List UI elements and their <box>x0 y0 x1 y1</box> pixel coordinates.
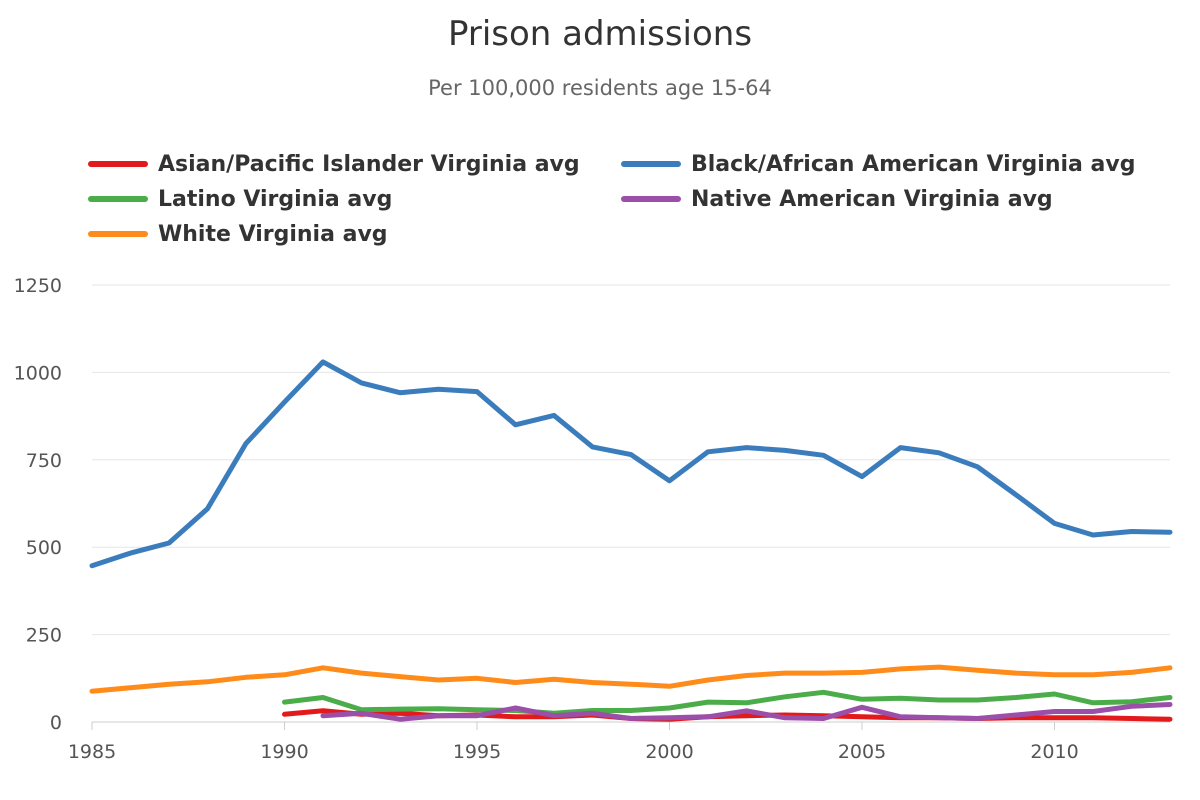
chart-subtitle: Per 100,000 residents age 15-64 <box>428 76 772 100</box>
y-tick-label: 250 <box>26 625 62 647</box>
legend-label: Black/African American Virginia avg <box>691 151 1136 177</box>
chart-title: Prison admissions <box>447 14 753 54</box>
series-line-1[interactable] <box>89 359 1173 569</box>
y-tick-label: 500 <box>26 537 62 559</box>
legend-label: White Virginia avg <box>158 221 388 247</box>
legend-item-native-american[interactable]: Native American Virginia avg <box>621 182 1053 216</box>
legend-label: Latino Virginia avg <box>158 186 393 212</box>
series-lines <box>89 359 1173 722</box>
legend-label: Native American Virginia avg <box>691 186 1053 212</box>
x-tick-label: 1985 <box>68 741 116 763</box>
x-axis-ticks: 1985 1990 1995 2000 2005 2010 <box>68 722 1079 763</box>
x-tick-label: 1990 <box>260 741 308 763</box>
x-tick-label: 2010 <box>1030 741 1078 763</box>
x-tick-label: 1995 <box>453 741 501 763</box>
legend-item-latino[interactable]: Latino Virginia avg <box>88 182 392 216</box>
y-axis-ticks: 0 250 500 750 1000 1250 <box>14 275 62 734</box>
y-tick-label: 1000 <box>14 362 62 384</box>
y-tick-label: 1250 <box>14 275 62 297</box>
legend-item-white[interactable]: White Virginia avg <box>88 217 388 251</box>
legend-swatch-latino <box>88 196 148 202</box>
legend-swatch-asian-pacific-islander <box>88 161 148 167</box>
legend-swatch-white <box>88 231 148 237</box>
gridlines <box>92 284 1170 723</box>
legend-swatch-black-african-american <box>621 161 681 167</box>
legend-swatch-native-american <box>621 196 681 202</box>
series-line-2[interactable] <box>282 689 1173 716</box>
x-tick-label: 2000 <box>645 741 693 763</box>
y-tick-label: 750 <box>26 450 62 472</box>
legend-item-black-african-american[interactable]: Black/African American Virginia avg <box>621 147 1136 181</box>
x-tick-label: 2005 <box>838 741 886 763</box>
legend-item-asian-pacific-islander[interactable]: Asian/Pacific Islander Virginia avg <box>88 147 580 181</box>
legend-label: Asian/Pacific Islander Virginia avg <box>158 151 580 177</box>
series-line-4[interactable] <box>89 664 1173 694</box>
series-line-3[interactable] <box>320 702 1173 722</box>
y-tick-label: 0 <box>50 712 62 734</box>
